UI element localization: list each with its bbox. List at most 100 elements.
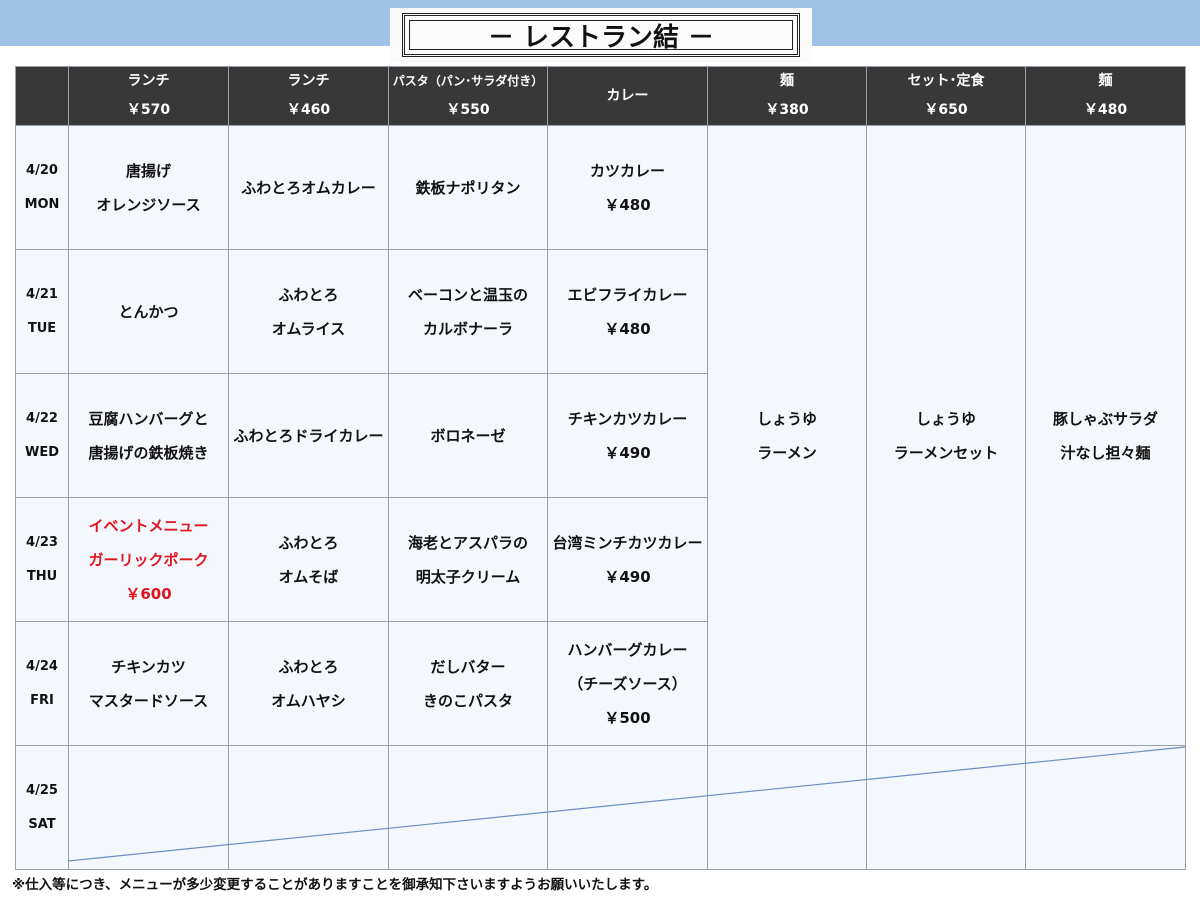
column-header: 麺 ￥480	[1025, 66, 1186, 126]
menu-line: 明太子クリーム	[415, 567, 521, 586]
table-row: 4/20 MON 唐揚げ オレンジソース ふわとろオムカレー 鉄板ナポリタン カツカレー ￥4…	[15, 125, 1186, 746]
menu-line: チキンカツ	[111, 657, 186, 676]
empty-cell	[228, 745, 389, 870]
menu-line: ふわとろ	[278, 285, 339, 304]
column-price: ￥550	[446, 102, 490, 118]
column-header	[15, 66, 69, 126]
menu-line: しょうゆ	[915, 409, 976, 428]
menu-line: 唐揚げの鉄板焼き	[88, 443, 209, 462]
menu-line: ガーリックポーク	[88, 550, 209, 569]
column-price: ￥460	[286, 102, 331, 118]
column-name: ランチ	[287, 73, 330, 89]
empty-cell	[547, 745, 708, 870]
menu-line: 豚しゃぶサラダ	[1052, 409, 1158, 428]
menu-line: ￥490	[604, 443, 651, 462]
empty-cell	[866, 745, 1026, 870]
date-day: FRI	[30, 692, 54, 708]
menu-line: カルボナーラ	[422, 319, 513, 338]
menu-line: とんかつ	[118, 302, 179, 321]
menu-cell: ふわとろ オムライス	[228, 249, 389, 374]
menu-cell: エビフライカレー ￥480	[547, 249, 708, 374]
column-header: カレー	[547, 66, 708, 126]
column-name: 麺	[780, 73, 794, 89]
menu-line: ￥600	[125, 584, 172, 603]
menu-cell: ふわとろ オムそば	[228, 497, 389, 622]
menu-line: 海老とアスパラの	[407, 533, 528, 552]
date-cell: 4/22 WED	[15, 373, 69, 498]
weekly-menu-cell: しょうゆ ラーメンセット	[866, 125, 1026, 746]
column-price: ￥650	[924, 102, 968, 118]
menu-cell: イベントメニュー ガーリックポーク ￥600	[68, 497, 229, 622]
menu-line: しょうゆ	[756, 409, 817, 428]
menu-table: ランチ ￥570 ランチ ￥460 パスタ（パン･サラダ付き） ￥550 カレー 麺 ￥380 セ…	[15, 66, 1186, 870]
menu-cell: 台湾ミンチカツカレー ￥490	[547, 497, 708, 622]
menu-line: ￥480	[604, 195, 651, 214]
menu-line: ボロネーゼ	[430, 426, 506, 445]
column-header: セット･定食 ￥650	[866, 66, 1026, 126]
menu-line: 唐揚げ	[125, 161, 171, 180]
menu-line: エビフライカレー	[567, 285, 688, 304]
date-date: 4/25	[26, 782, 58, 798]
date-day: MON	[24, 196, 60, 212]
date-cell: 4/21 TUE	[15, 249, 69, 374]
date-date: 4/24	[26, 658, 58, 674]
table-row: 4/25 SAT	[15, 745, 1186, 870]
column-header: ランチ ￥460	[228, 66, 389, 126]
date-day: THU	[26, 568, 58, 584]
date-cell: 4/24 FRI	[15, 621, 69, 746]
empty-cell	[68, 745, 229, 870]
menu-line: ふわとろドライカレー	[233, 426, 384, 445]
title-box: － レストラン結 －	[390, 8, 812, 62]
menu-line: ふわとろオムカレー	[241, 178, 376, 197]
date-day: WED	[24, 444, 59, 460]
menu-cell: ふわとろ オムハヤシ	[228, 621, 389, 746]
column-price: ￥480	[1083, 102, 1128, 118]
menu-line: ハンバーグカレー	[567, 640, 688, 659]
menu-cell: 豆腐ハンバーグと 唐揚げの鉄板焼き	[68, 373, 229, 498]
page-title: － レストラン結 －	[402, 13, 800, 57]
menu-line: ベーコンと温玉の	[407, 285, 528, 304]
empty-cell	[707, 745, 867, 870]
date-date: 4/23	[26, 534, 58, 550]
empty-cell	[388, 745, 548, 870]
menu-cell: ふわとろドライカレー	[228, 373, 389, 498]
menu-cell: 唐揚げオレンジソース	[68, 125, 229, 250]
menu-cell: ボロネーゼ	[388, 373, 548, 498]
menu-cell: 鉄板ナポリタン	[388, 125, 548, 250]
menu-line: 汁なし担々麺	[1060, 443, 1151, 462]
menu-line: イベントメニュー	[88, 516, 209, 535]
menu-line: オレンジソース	[96, 195, 201, 214]
date-day: SAT	[28, 816, 56, 832]
column-price: ￥570	[126, 102, 171, 118]
menu-line: カツカレー	[589, 161, 665, 180]
table-row: 4/24 FRI チキンカツ マスタードソース ふわとろ オムハヤシ だしバター きのこパスタ…	[15, 621, 1186, 746]
menu-cell: カツカレー ￥480	[547, 125, 708, 250]
menu-line: ふわとろ	[278, 533, 339, 552]
menu-line: 鉄板ナポリタン	[415, 178, 521, 197]
menu-line: ￥490	[604, 567, 651, 586]
menu-cell: とんかつ	[68, 249, 229, 374]
menu-line: きのこパスタ	[422, 691, 513, 710]
menu-line: ￥480	[604, 319, 651, 338]
column-name: パスタ（パン･サラダ付き）	[392, 74, 544, 88]
table-row: 4/21 TUE とんかつ ふわとろ オムライス ベーコンと温玉の カルボナーラ エビフライカ…	[15, 249, 1186, 374]
column-name: ランチ	[127, 73, 170, 89]
weekly-menu-cell: しょうゆ ラーメン	[707, 125, 867, 746]
column-name: カレー	[606, 87, 649, 104]
column-header: ランチ ￥570	[68, 66, 229, 126]
menu-line: （チーズソース）	[568, 674, 687, 693]
weekly-menu-cell: 豚しゃぶサラダ 汁なし担々麺	[1025, 125, 1186, 746]
menu-line: チキンカツカレー	[567, 409, 688, 428]
menu-line: ￥500	[604, 708, 651, 727]
menu-line: ラーメン	[757, 443, 817, 462]
menu-line: オムハヤシ	[271, 691, 346, 710]
column-header: 麺 ￥380	[707, 66, 867, 126]
menu-cell: だしバター きのこパスタ	[388, 621, 548, 746]
menu-cell: チキンカツカレー ￥490	[547, 373, 708, 498]
column-name: セット･定食	[907, 73, 985, 89]
menu-cell: チキンカツ マスタードソース	[68, 621, 229, 746]
menu-cell: ふわとろオムカレー	[228, 125, 389, 250]
column-price: ￥380	[765, 102, 809, 118]
table-row: 4/22 WED 豆腐ハンバーグと 唐揚げの鉄板焼き ふわとろドライカレー ボロネーゼ チキ…	[15, 373, 1186, 498]
date-day: TUE	[27, 320, 57, 336]
